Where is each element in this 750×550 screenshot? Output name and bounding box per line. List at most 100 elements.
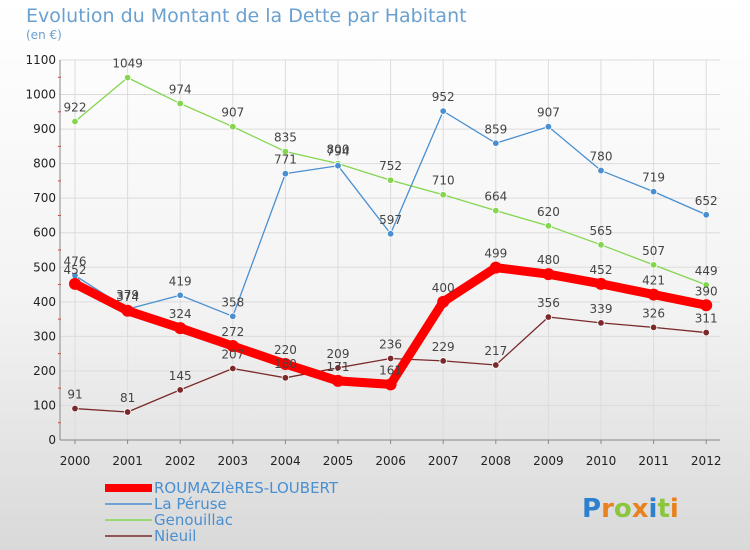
data-label: 356 (537, 296, 560, 310)
data-label: 597 (379, 213, 402, 227)
data-label: 452 (590, 263, 613, 277)
series-point-3 (386, 354, 395, 363)
data-label: 217 (484, 344, 507, 358)
brand-letter: t (657, 494, 669, 524)
series-point-1 (702, 211, 710, 219)
series-point-3 (281, 374, 290, 382)
series-point-3 (649, 323, 658, 332)
series-point-1 (439, 107, 447, 115)
data-label: 311 (695, 312, 718, 326)
data-label: 664 (484, 190, 507, 204)
x-tick-label: 2002 (165, 454, 196, 468)
series-group (69, 73, 713, 416)
data-label: 771 (274, 153, 297, 167)
data-label: 419 (169, 274, 192, 288)
y-tick-label: 1100 (25, 53, 56, 67)
data-label: 907 (537, 106, 560, 120)
series-point-1 (334, 162, 342, 170)
data-label: 1049 (112, 57, 143, 71)
series-point-2 (71, 117, 79, 126)
data-label: 710 (432, 174, 455, 188)
x-tick-label: 2000 (60, 454, 91, 468)
series-point-2 (597, 241, 605, 249)
series-point-1 (649, 187, 658, 196)
data-label: 220 (274, 343, 297, 357)
x-tick-label: 2007 (428, 454, 459, 468)
data-label: 507 (642, 244, 665, 258)
data-label: 272 (221, 325, 244, 339)
series-point-1 (544, 122, 553, 131)
data-labels: 91 81 145 207 180 209 236 229 217 356 339 326 311 922… (64, 57, 718, 405)
data-label: 236 (379, 337, 402, 351)
data-label: 91 (67, 388, 82, 402)
x-tick-label: 2004 (270, 454, 301, 468)
y-tick-label: 300 (33, 329, 56, 343)
axes: 0 100 200 300 400 500 600 700 800 900 1000 1100 2000… (25, 53, 721, 468)
series-point-2 (229, 122, 237, 131)
x-tick-label: 2001 (112, 454, 143, 468)
series-point-3 (702, 328, 710, 337)
series-point-2 (492, 206, 500, 215)
brand-letter: i (670, 494, 679, 524)
brand-logo: Proxiti (582, 494, 679, 524)
x-tick-label: 2005 (323, 454, 354, 468)
y-tick-label: 800 (33, 157, 56, 171)
data-label: 326 (642, 306, 665, 320)
data-label: 907 (221, 106, 244, 120)
series-point-3 (229, 364, 237, 373)
data-label: 835 (274, 131, 297, 145)
legend-label: La Péruse (154, 495, 227, 513)
series-point-2 (439, 191, 447, 199)
x-tick-label: 2008 (481, 454, 512, 468)
data-label: 161 (379, 363, 402, 377)
legend-label: ROUMAZIèRES-LOUBERT (154, 479, 339, 497)
data-label: 421 (642, 274, 665, 288)
series-point-2 (544, 222, 553, 230)
brand-letter: o (614, 494, 632, 524)
series-point-2 (123, 73, 132, 82)
series-point-0 (69, 277, 81, 290)
data-label: 452 (64, 263, 87, 277)
data-label: 180 (274, 357, 297, 371)
series-point-0 (700, 299, 713, 312)
series-point-2 (649, 261, 658, 269)
series-point-1 (597, 166, 605, 175)
series-point-3 (597, 319, 605, 327)
series-point-1 (229, 312, 237, 321)
data-label: 952 (432, 90, 455, 104)
brand-letter: P (582, 494, 601, 524)
data-label: 476 (64, 255, 87, 269)
y-tick-label: 200 (33, 364, 56, 378)
series-point-3 (71, 404, 79, 413)
y-tick-label: 1000 (25, 88, 56, 102)
data-label: 480 (537, 253, 560, 267)
data-label: 794 (327, 145, 350, 159)
series-point-0 (279, 358, 292, 370)
data-label: 324 (169, 307, 192, 321)
series-point-1 (492, 139, 500, 147)
series-point-2 (386, 176, 395, 184)
data-label: 339 (590, 302, 613, 316)
data-label: 499 (484, 247, 507, 261)
data-label: 974 (169, 83, 192, 97)
data-label: 922 (64, 100, 87, 114)
data-label: 207 (221, 347, 244, 361)
series-point-0 (332, 374, 344, 387)
series-point-0 (384, 378, 397, 391)
data-label: 400 (432, 281, 455, 295)
x-tick-label: 2010 (586, 454, 617, 468)
series-point-0 (647, 288, 660, 301)
x-tick-label: 2012 (691, 454, 722, 468)
brand-letter: r (601, 494, 614, 524)
data-label: 171 (327, 360, 350, 374)
series-point-0 (121, 304, 134, 317)
x-tick-label: 2011 (638, 454, 669, 468)
data-label: 719 (642, 171, 665, 185)
data-label: 390 (695, 284, 718, 298)
data-label: 780 (590, 150, 613, 164)
series-point-3 (492, 361, 500, 369)
data-label: 229 (432, 340, 455, 354)
y-tick-label: 100 (33, 398, 56, 412)
